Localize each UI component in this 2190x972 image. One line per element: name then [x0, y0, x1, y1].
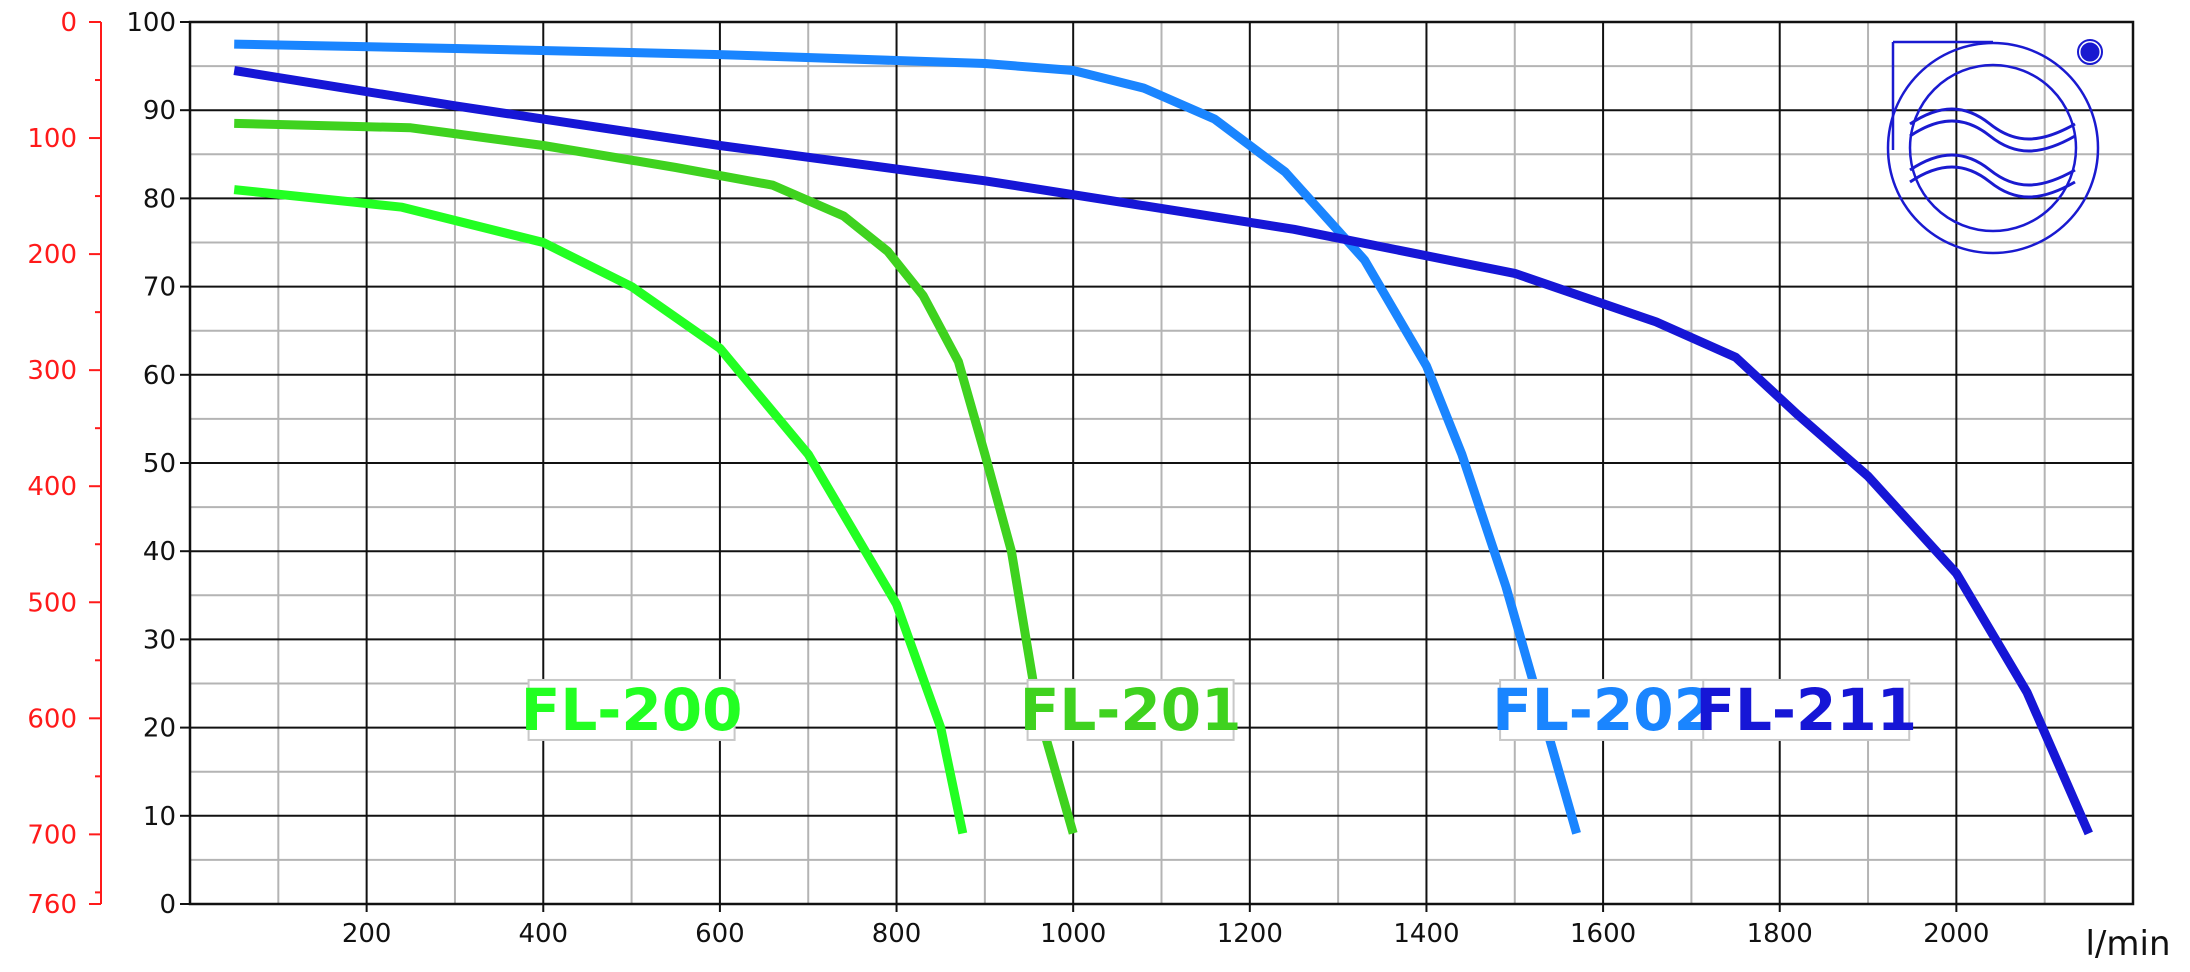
- series-line-fl-202: [234, 39, 1581, 835]
- series-group: [233, 39, 2093, 836]
- secondary-tick-label: 500: [27, 588, 77, 618]
- secondary-tick-label: 0: [60, 8, 77, 38]
- y-tick-label: 40: [143, 537, 176, 567]
- series-label-fl-202: FL-202: [1492, 676, 1714, 744]
- secondary-tick-label: 200: [27, 240, 77, 270]
- series-line-fl-201: [234, 118, 1078, 835]
- y-tick-label: 100: [126, 8, 176, 38]
- y-tick-label: 80: [143, 184, 176, 214]
- y-tick-label: 30: [143, 625, 176, 655]
- y-tick-label: 70: [143, 273, 176, 303]
- x-tick-label: 1600: [1570, 919, 1636, 949]
- x-tick-label: 800: [872, 919, 922, 949]
- x-tick-label: 1800: [1747, 919, 1813, 949]
- axes: 0 10 20 30 40 50 60 70 80 90 100 200 400 600 800 1000 12…: [126, 8, 2170, 964]
- x-tick-label: 600: [695, 919, 745, 949]
- secondary-tick-label: 600: [27, 704, 77, 734]
- y-tick-label: 0: [159, 890, 176, 920]
- y-tick-label: 60: [143, 361, 176, 391]
- secondary-tick-label: 760: [27, 890, 77, 920]
- y-tick-label: 20: [143, 714, 176, 744]
- x-axis-label: l/min: [2085, 924, 2170, 964]
- series-label-fl-201: FL-201: [1020, 676, 1242, 744]
- y-tick-label: 50: [143, 449, 176, 479]
- secondary-tick-label: 300: [27, 356, 77, 386]
- x-tick-label: 400: [518, 919, 568, 949]
- major-grid: [190, 22, 2133, 904]
- series-label-fl-200: FL-200: [521, 676, 743, 744]
- x-tick-label: 200: [342, 919, 392, 949]
- x-tick-label: 1200: [1217, 919, 1283, 949]
- series-label-fl-211: FL-211: [1695, 676, 1917, 744]
- secondary-tick-label: 400: [27, 472, 77, 502]
- x-tick-label: 2000: [1923, 919, 1989, 949]
- secondary-axis: 0 100 200 300 400 500 600 700 760: [27, 8, 102, 920]
- y-tick-label: 10: [143, 802, 176, 832]
- secondary-tick-label: 100: [27, 124, 77, 154]
- x-tick-label: 1000: [1040, 919, 1106, 949]
- company-logo: [1886, 39, 2103, 255]
- y-tick-label: 90: [143, 96, 176, 126]
- series-label-box: [1702, 678, 1911, 741]
- x-tick-label: 1400: [1393, 919, 1459, 949]
- series-label-box: [1026, 678, 1235, 741]
- series-line-fl-200: [233, 185, 968, 835]
- series-line-fl-211: [233, 66, 2093, 836]
- series-label-box: [1499, 678, 1708, 741]
- secondary-tick-label: 700: [27, 820, 77, 850]
- series-label-box: [527, 678, 736, 741]
